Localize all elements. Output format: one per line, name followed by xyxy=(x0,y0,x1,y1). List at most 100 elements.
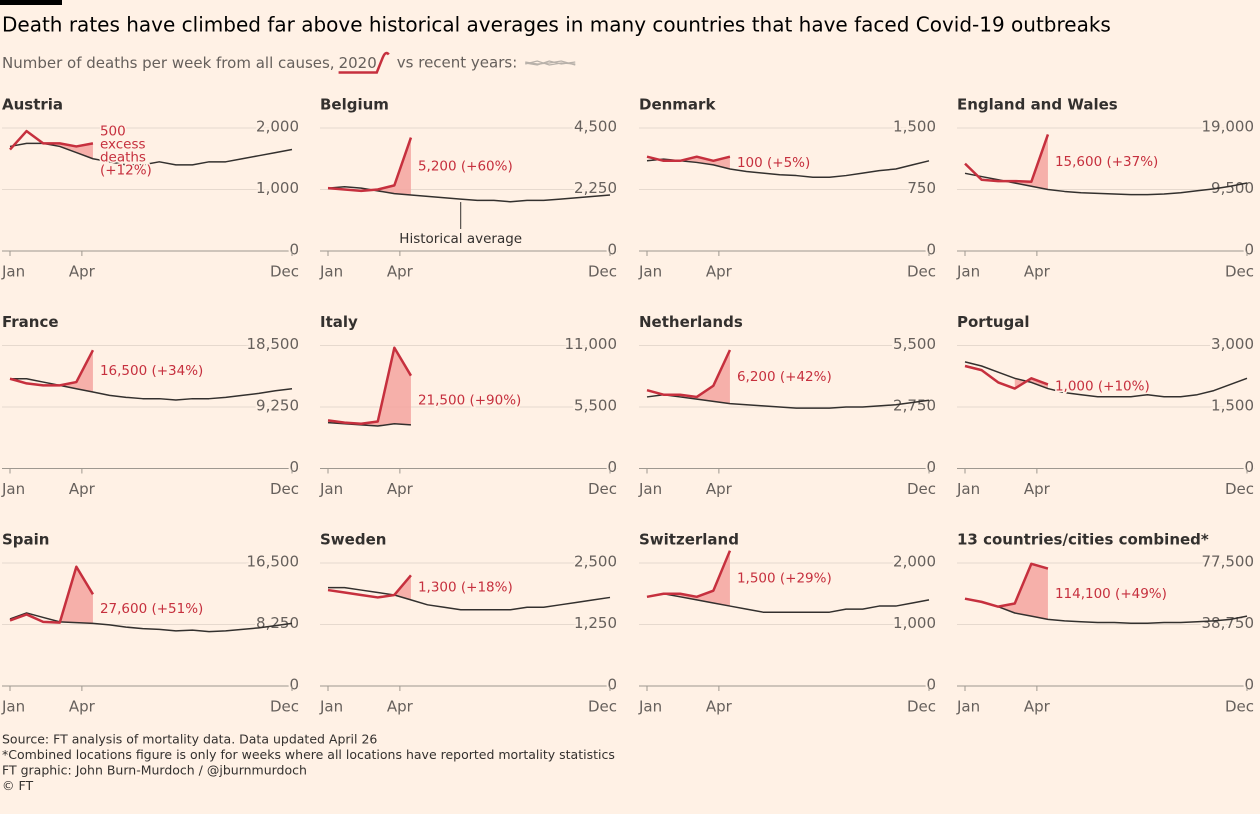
y-tick-label: 3,000 xyxy=(1211,335,1254,353)
y-tick-label: 77,500 xyxy=(1202,553,1255,571)
y-tick-label: 0 xyxy=(607,458,617,476)
panel-title: Austria xyxy=(2,96,63,114)
line-average xyxy=(10,377,293,401)
x-tick-label: Dec xyxy=(588,698,617,716)
panel-title: Denmark xyxy=(639,96,716,114)
line-average xyxy=(327,421,411,427)
line-average xyxy=(646,158,930,178)
line-average xyxy=(964,597,1248,625)
line-2020 xyxy=(9,349,95,387)
line-2020 xyxy=(646,550,732,599)
y-tick-label: 0 xyxy=(1244,458,1254,476)
average-label: Historical average xyxy=(399,231,522,247)
line-2020 xyxy=(964,134,1050,183)
y-tick-label: 0 xyxy=(289,241,299,259)
x-tick-label: Dec xyxy=(1225,698,1254,716)
line-2020 xyxy=(646,155,731,163)
footnote: Source: FT analysis of mortality data. D… xyxy=(2,732,377,747)
annotation: 15,600 (+37%) xyxy=(1055,154,1158,170)
line-average xyxy=(646,393,930,409)
excess-area xyxy=(998,563,1048,620)
y-tick-label: 11,000 xyxy=(565,335,618,353)
excess-area xyxy=(59,350,93,393)
x-tick-label: Apr xyxy=(1024,698,1051,716)
y-tick-label: 0 xyxy=(926,458,936,476)
x-tick-label: Jan xyxy=(319,698,343,716)
panel-title: Portugal xyxy=(957,313,1030,331)
x-tick-label: Jan xyxy=(956,263,980,281)
footnote: *Combined locations figure is only for w… xyxy=(2,747,615,762)
footnote: © FT xyxy=(2,778,33,793)
panel-title: 13 countries/cities combined* xyxy=(957,531,1209,549)
line-2020 xyxy=(327,137,413,193)
y-tick-label: 1,500 xyxy=(1211,397,1254,415)
subtitle-2020: 2020 xyxy=(339,54,377,72)
annotation: 21,500 (+90%) xyxy=(418,392,521,408)
x-tick-label: Jan xyxy=(319,263,343,281)
y-tick-label: 5,500 xyxy=(574,397,617,415)
annotation: 500 xyxy=(100,124,126,140)
x-tick-label: Dec xyxy=(1225,263,1254,281)
y-tick-label: 2,500 xyxy=(574,553,617,571)
y-tick-label: 0 xyxy=(289,458,299,476)
annotation: 16,500 (+34%) xyxy=(100,363,203,379)
x-tick-label: Dec xyxy=(588,480,617,498)
chart-title: Death rates have climbed far above histo… xyxy=(2,13,1111,37)
x-tick-label: Apr xyxy=(1024,480,1051,498)
x-tick-label: Apr xyxy=(69,480,96,498)
panel-title: France xyxy=(2,313,59,331)
x-tick-label: Dec xyxy=(907,698,936,716)
x-tick-label: Apr xyxy=(69,698,96,716)
panel-title: England and Wales xyxy=(957,96,1118,114)
y-tick-label: 0 xyxy=(1244,241,1254,259)
x-tick-label: Apr xyxy=(69,263,96,281)
line-average xyxy=(328,586,611,611)
annotation: 6,200 (+42%) xyxy=(737,369,832,385)
y-tick-label: 0 xyxy=(926,241,936,259)
excess-area xyxy=(663,550,730,607)
y-tick-label: 4,500 xyxy=(574,118,617,136)
footnote: FT graphic: John Burn-Murdoch / @jburnmu… xyxy=(2,763,307,778)
panel-title: Belgium xyxy=(320,96,389,114)
x-tick-label: Dec xyxy=(907,263,936,281)
panel-title: Netherlands xyxy=(639,313,743,331)
y-tick-label: 16,500 xyxy=(247,553,300,571)
excess-area xyxy=(328,347,411,427)
y-tick-label: 0 xyxy=(289,676,299,694)
y-tick-label: 1,250 xyxy=(574,614,617,632)
y-tick-label: 19,000 xyxy=(1202,118,1255,136)
x-tick-label: Jan xyxy=(638,263,662,281)
subtitle-end: vs recent years: xyxy=(397,54,518,72)
x-tick-label: Apr xyxy=(1024,263,1051,281)
y-tick-label: 5,500 xyxy=(893,335,936,353)
y-tick-label: 0 xyxy=(607,241,617,259)
annotation: 27,600 (+51%) xyxy=(100,601,203,617)
x-tick-label: Apr xyxy=(387,698,414,716)
x-tick-label: Apr xyxy=(706,263,733,281)
excess-area xyxy=(998,134,1048,190)
legend-recent-icon xyxy=(525,60,576,66)
y-tick-label: 1,500 xyxy=(893,118,936,136)
annotation: 1,300 (+18%) xyxy=(418,580,513,596)
x-tick-label: Apr xyxy=(706,480,733,498)
line-2020 xyxy=(964,562,1049,608)
line-average xyxy=(646,593,930,613)
annotation: 1,500 (+29%) xyxy=(737,570,832,586)
legend-icons xyxy=(338,51,576,74)
x-tick-label: Dec xyxy=(1225,480,1254,498)
x-tick-label: Dec xyxy=(907,480,936,498)
x-tick-label: Apr xyxy=(387,263,414,281)
line-2020 xyxy=(327,346,413,426)
excess-area xyxy=(59,566,93,624)
x-tick-label: Jan xyxy=(956,698,980,716)
line-2020 xyxy=(964,364,1049,390)
x-tick-label: Apr xyxy=(387,480,414,498)
subtitle-start: Number of deaths per week from all cause… xyxy=(2,54,335,72)
panel-title: Italy xyxy=(320,313,358,331)
line-2020 xyxy=(646,349,732,399)
y-tick-label: 8,250 xyxy=(256,614,299,632)
x-tick-label: Dec xyxy=(270,263,299,281)
brand-bar xyxy=(0,0,62,5)
excess-area xyxy=(43,143,93,159)
